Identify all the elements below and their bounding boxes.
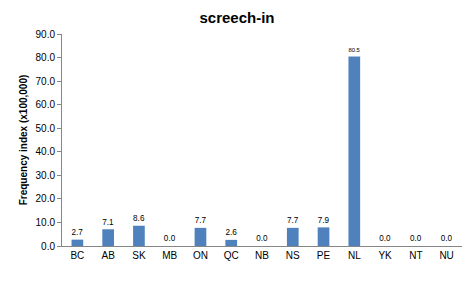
svg-text:80.5: 80.5 xyxy=(348,47,360,53)
svg-text:80.0: 80.0 xyxy=(36,52,56,63)
svg-text:NS: NS xyxy=(286,250,300,261)
svg-text:60.0: 60.0 xyxy=(36,99,56,110)
svg-text:0.0: 0.0 xyxy=(256,234,268,243)
svg-text:70.0: 70.0 xyxy=(36,76,56,87)
svg-text:SK: SK xyxy=(132,250,146,261)
svg-text:QC: QC xyxy=(224,250,239,261)
svg-text:7.7: 7.7 xyxy=(195,216,207,225)
svg-text:Frequency index (x100,000): Frequency index (x100,000) xyxy=(18,75,29,206)
svg-text:YK: YK xyxy=(378,250,392,261)
svg-text:0.0: 0.0 xyxy=(441,234,453,243)
svg-text:0.0: 0.0 xyxy=(410,234,422,243)
svg-text:AB: AB xyxy=(101,250,115,261)
svg-text:0.0: 0.0 xyxy=(379,234,391,243)
svg-text:2.6: 2.6 xyxy=(225,228,237,237)
svg-text:7.9: 7.9 xyxy=(318,216,330,225)
svg-text:10.0: 10.0 xyxy=(36,217,56,228)
svg-text:2.7: 2.7 xyxy=(72,228,84,237)
svg-text:screech-in: screech-in xyxy=(199,9,274,26)
svg-text:0.0: 0.0 xyxy=(164,234,176,243)
svg-text:MB: MB xyxy=(162,250,177,261)
svg-text:20.0: 20.0 xyxy=(36,193,56,204)
svg-text:7.7: 7.7 xyxy=(287,216,299,225)
svg-text:8.6: 8.6 xyxy=(133,214,145,223)
svg-text:ON: ON xyxy=(193,250,208,261)
svg-text:PE: PE xyxy=(317,250,331,261)
svg-text:NU: NU xyxy=(439,250,453,261)
svg-text:NT: NT xyxy=(409,250,422,261)
svg-text:30.0: 30.0 xyxy=(36,170,56,181)
svg-text:NL: NL xyxy=(348,250,361,261)
svg-text:BC: BC xyxy=(70,250,84,261)
svg-text:7.1: 7.1 xyxy=(102,218,114,227)
svg-text:50.0: 50.0 xyxy=(36,123,56,134)
svg-text:NB: NB xyxy=(255,250,269,261)
svg-text:0.0: 0.0 xyxy=(41,241,55,252)
svg-text:40.0: 40.0 xyxy=(36,146,56,157)
svg-text:90.0: 90.0 xyxy=(36,29,56,40)
